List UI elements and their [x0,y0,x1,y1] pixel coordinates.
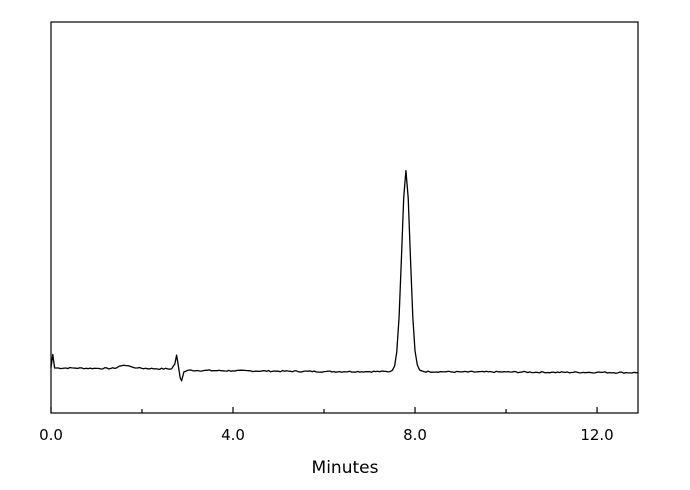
x-axis-label: Minutes [312,458,379,478]
chromatogram-trace [50,169,638,382]
x-tick-label: 4.0 [221,426,245,444]
x-tick-label: 8.0 [403,426,427,444]
plot-frame [50,21,639,414]
x-tick-label: 12.0 [580,426,613,444]
x-tick-label: 0.0 [39,426,63,444]
